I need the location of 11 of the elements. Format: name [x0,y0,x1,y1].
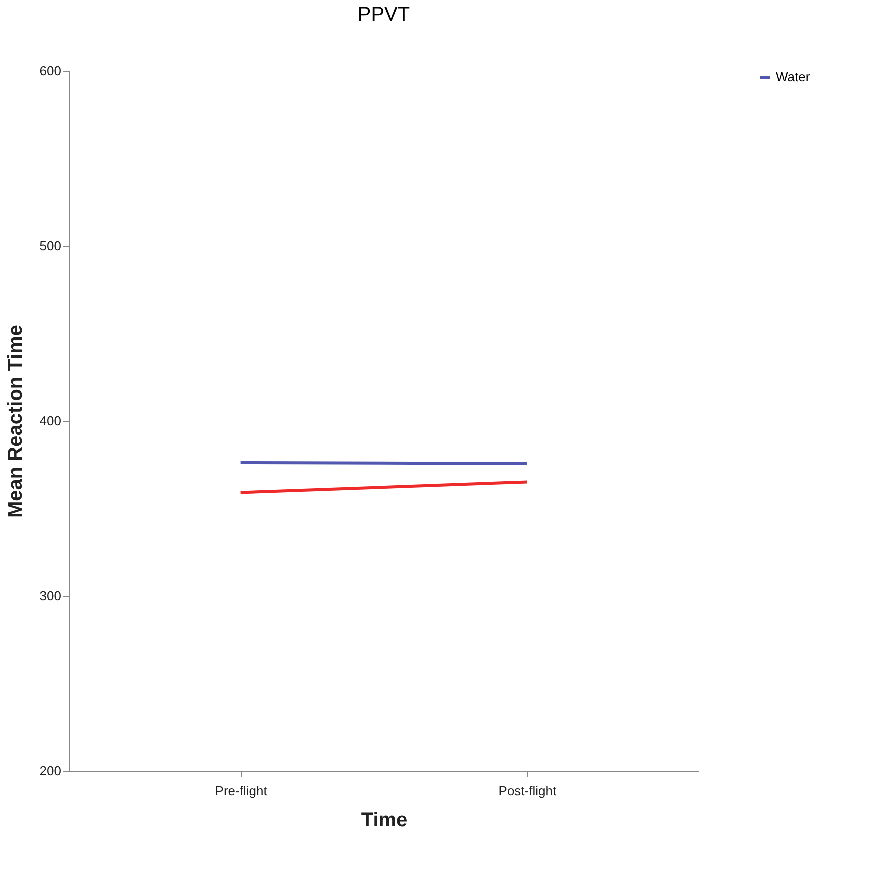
x-tick-label: Pre-flight [215,784,268,798]
y-tick-label: 500 [40,238,62,254]
chart-title: PPVT [358,4,410,26]
x-tick-label: Post-flight [498,784,557,798]
y-tick-label: 200 [40,764,62,778]
y-axis-title: Mean Reaction Time [4,324,27,518]
y-tick-label: 400 [40,414,62,428]
y-tick-label: 300 [40,588,62,604]
x-axis-title: Time [361,810,408,832]
y-tick-label: 600 [40,64,62,78]
legend-label: Water [776,70,811,84]
